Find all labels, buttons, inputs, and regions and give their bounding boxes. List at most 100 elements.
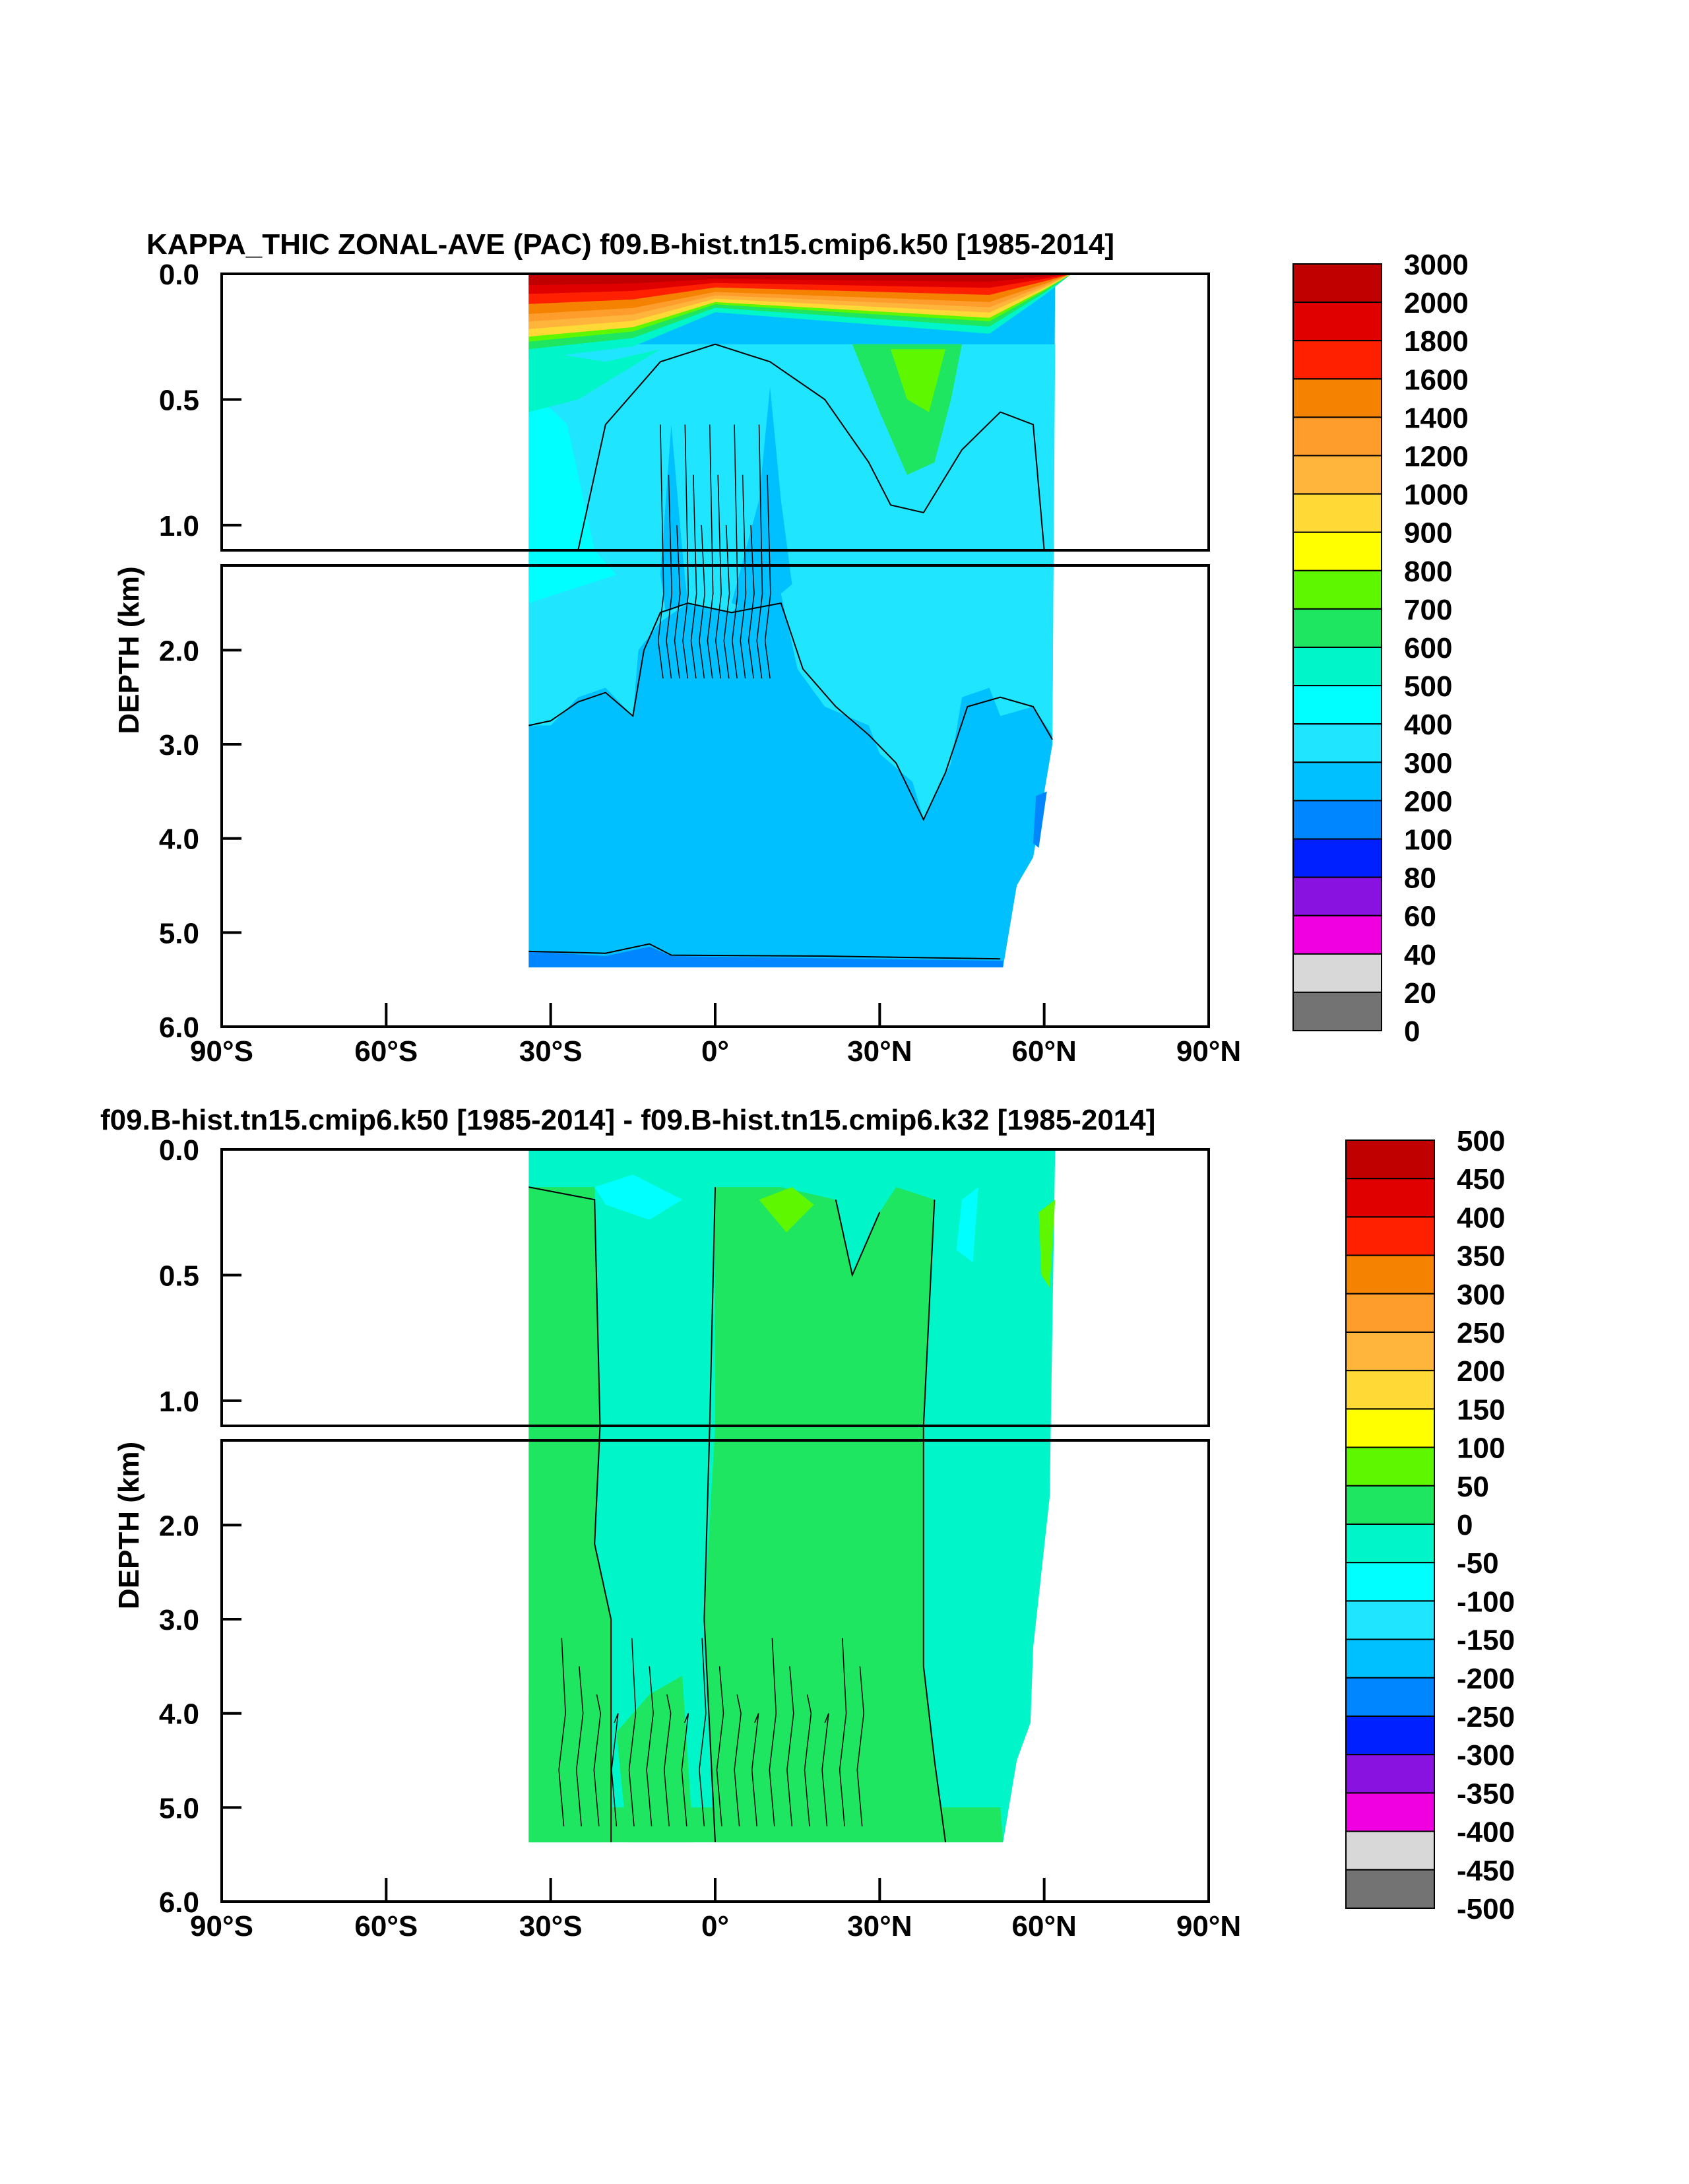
region-100-200 [1033,791,1047,848]
x-tick-label: 60°S [354,1910,418,1943]
x-tick-label: 60°N [1012,1910,1077,1943]
y-tick-label: 3.0 [159,729,199,761]
colorbar-label: 1400 [1404,402,1469,434]
colorbar-swatch [1345,1677,1435,1718]
colorbar-swatch [1292,876,1382,916]
contour-line [666,474,673,679]
x-tick-label: 0° [701,1910,729,1943]
colorbar-swatch [1292,915,1382,955]
colorbar-label: -250 [1457,1701,1515,1733]
contour-line [922,1200,947,1843]
y-tick-label: 5.0 [159,917,199,949]
colorbar-label: 80 [1404,862,1436,895]
region-minus100-minus50 [956,1187,978,1263]
colorbar-label: 200 [1404,785,1452,818]
region-400-500 [528,550,617,604]
region-700-800 [891,349,946,412]
colorbar-swatch [1292,569,1382,610]
colorbar-swatch [1292,647,1382,687]
colorbar-label: 300 [1404,747,1452,779]
contour-line [577,343,1045,551]
colorbar-label: 1800 [1404,325,1469,358]
colorbar-1: 3000200018001600140012001000900800700600… [1292,249,1469,1048]
colorbar-swatch [1345,1293,1435,1333]
colorbar-swatch [1345,1754,1435,1794]
region-50-100 [1038,1200,1056,1288]
colorbar-label: -400 [1457,1816,1515,1849]
colorbar-swatch [1292,953,1382,993]
chart-title: f09.B-hist.tn15.cmip6.k50 [1985-2014] - … [100,1104,1155,1136]
contour-line [764,474,771,679]
contour-line [804,1694,812,1826]
colorbar-swatch [1345,1332,1435,1372]
field-panel-1 [528,274,1072,968]
contour-line [839,1638,847,1826]
upper-frame [220,1148,1210,1427]
colorbar-2: 500450400350300250200150100500-50-100-15… [1345,1125,1515,1925]
colorbar-swatch [1292,455,1382,495]
contour-line [786,1666,794,1826]
colorbar-label: -500 [1457,1893,1515,1925]
y-tick-label: 0.0 [159,259,199,291]
x-tick-label: 60°S [354,1035,418,1068]
colorbar-swatch [1292,991,1382,1032]
colorbar-label: 400 [1404,709,1452,741]
contour-line [646,1666,654,1826]
contour-line [821,1713,829,1826]
colorbar-label: 900 [1404,517,1452,550]
colorbar-label: 300 [1457,1279,1505,1311]
y-tick-label: 1.0 [159,510,199,542]
colorbar-label: 450 [1457,1163,1505,1196]
y-tick-label: 0.5 [159,1260,199,1292]
contour-line [740,474,747,679]
region-0-50 [528,1694,584,1843]
colorbar-swatch [1345,1830,1435,1871]
colorbar-swatch [1345,1716,1435,1756]
colorbar-swatch [1345,1370,1435,1410]
contour-line [690,474,697,679]
y-tick-label: 0.5 [159,384,199,416]
colorbar-swatch [1345,1140,1435,1180]
colorbar-label: -200 [1457,1663,1515,1695]
colorbar-swatch [1345,1524,1435,1564]
x-tick-label: 30°N [847,1035,912,1068]
contour-line [856,1666,864,1826]
colorbar-label: 20 [1404,977,1436,1010]
colorbar-swatch [1292,531,1382,571]
colorbar-label: -450 [1457,1855,1515,1887]
colorbar-label: -100 [1457,1586,1515,1618]
contour-line [528,943,1001,960]
x-tick-label: 90°N [1176,1910,1241,1943]
contour-line [674,525,681,679]
colorbar-swatch [1292,416,1382,457]
contour-line [593,1694,602,1826]
contour-line [715,474,722,679]
colorbar-swatch [1292,838,1382,878]
colorbar-swatch [1292,378,1382,418]
colorbar-swatch [1292,263,1382,304]
colorbar-label: 400 [1457,1202,1505,1234]
y-tick-label: 2.0 [159,1510,199,1542]
colorbar-label: 1000 [1404,479,1469,511]
colorbar-swatch [1345,1792,1435,1832]
axes-panel-2: 90°S 60°S 30°S 0° 30°N 60°N 90°N 0.0 0.5 1.0 2.0 3.… [100,1104,1241,1943]
colorbar-swatch [1345,1178,1435,1218]
contour-line [528,1186,612,1843]
y-tick-label: 6.0 [159,1886,199,1919]
colorbar-label: 200 [1457,1355,1505,1388]
x-tick-label: 90°S [190,1910,253,1943]
y-tick-label: 3.0 [159,1604,199,1636]
axes-panel-1: 90°S 60°S 30°S 0° 30°N 60°N 90°N 0.0 0.5 1.0 2.0 3.… [113,228,1241,1068]
colorbar-swatch [1345,1254,1435,1295]
contour-line [723,525,730,679]
colorbar-swatch [1292,761,1382,802]
contour-line [657,424,664,679]
x-tick-label: 30°S [519,1910,583,1943]
contour-line [707,424,714,679]
colorbar-swatch [1292,723,1382,763]
colorbar-label: 600 [1404,632,1452,664]
y-tick-label: 1.0 [159,1386,199,1418]
region-200-300 [731,387,792,613]
colorbar-swatch [1292,685,1382,725]
